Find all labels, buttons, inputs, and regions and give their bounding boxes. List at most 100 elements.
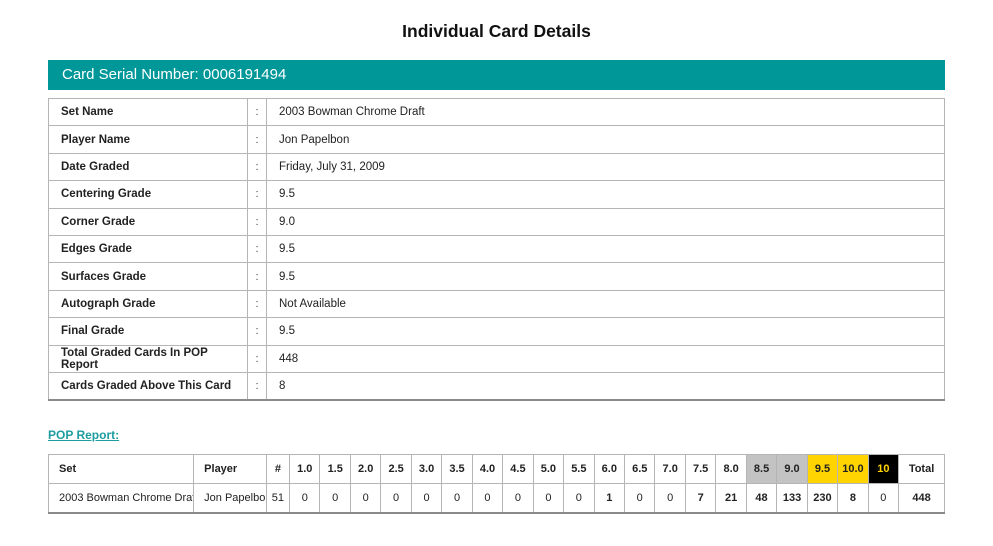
detail-separator: : bbox=[247, 262, 267, 291]
pop-report-link[interactable]: POP Report: bbox=[48, 428, 120, 443]
pop-col-grade-5-0: 5.0 bbox=[532, 454, 565, 485]
detail-value: 9.5 bbox=[266, 234, 945, 264]
detail-label: Autograph Grade bbox=[48, 289, 248, 319]
pop-grade-value: 0 bbox=[624, 483, 656, 514]
detail-row-edges-grade: Edges Grade : 9.5 bbox=[48, 234, 945, 264]
pop-grade-value: 0 bbox=[867, 483, 900, 514]
pop-col-grade-9-5: 9.5 bbox=[806, 454, 839, 485]
pop-grade-value: 0 bbox=[654, 483, 686, 514]
detail-label: Final Grade bbox=[48, 317, 248, 346]
detail-separator: : bbox=[247, 234, 267, 264]
content-area: Card Serial Number: 0006191494 Set Name … bbox=[47, 60, 945, 515]
pop-count-cell: 51 bbox=[265, 483, 291, 514]
detail-label: Date Graded bbox=[48, 152, 248, 182]
pop-col-grade-8-5: 8.5 bbox=[745, 454, 778, 485]
detail-value: 448 bbox=[266, 344, 945, 373]
pop-report-table: Set Player # 1.0 1.5 2.0 2.5 3.0 3.5 4.0… bbox=[47, 454, 945, 515]
detail-label: Edges Grade bbox=[48, 234, 248, 264]
pop-grade-value[interactable]: 230 bbox=[806, 483, 839, 514]
pop-col-total: Total bbox=[898, 454, 945, 485]
pop-player-cell: Jon Papelbon bbox=[193, 483, 267, 514]
detail-separator: : bbox=[247, 125, 267, 154]
pop-col-grade-1-0: 1.0 bbox=[289, 454, 321, 485]
detail-label: Centering Grade bbox=[48, 180, 248, 209]
detail-label: Total Graded Cards In POP Report bbox=[48, 344, 248, 373]
pop-header-row: Set Player # 1.0 1.5 2.0 2.5 3.0 3.5 4.0… bbox=[47, 454, 945, 485]
pop-col-grade-8-0: 8.0 bbox=[715, 454, 747, 485]
detail-separator: : bbox=[247, 207, 267, 236]
pop-data-row: 2003 Bowman Chrome Draft Jon Papelbon 51… bbox=[47, 483, 945, 514]
pop-col-grade-2-5: 2.5 bbox=[380, 454, 412, 485]
pop-grade-value: 0 bbox=[410, 483, 443, 514]
pop-col-set: Set bbox=[47, 454, 195, 485]
detail-value: Friday, July 31, 2009 bbox=[266, 152, 945, 182]
detail-separator: : bbox=[247, 317, 267, 346]
pop-col-grade-3-5: 3.5 bbox=[441, 454, 473, 485]
pop-col-grade-3-0: 3.0 bbox=[410, 454, 443, 485]
detail-value: 8 bbox=[266, 371, 945, 401]
detail-label: Surfaces Grade bbox=[48, 262, 248, 291]
pop-col-grade-9-0: 9.0 bbox=[776, 454, 808, 485]
detail-value: 9.5 bbox=[266, 180, 945, 209]
detail-label: Player Name bbox=[48, 125, 248, 154]
pop-grade-value[interactable]: 7 bbox=[684, 483, 717, 514]
detail-value: 9.5 bbox=[266, 317, 945, 346]
pop-grade-value: 0 bbox=[289, 483, 321, 514]
detail-row-set-name: Set Name : 2003 Bowman Chrome Draft bbox=[48, 97, 945, 127]
pop-grade-value[interactable]: 21 bbox=[715, 483, 747, 514]
pop-grade-value: 0 bbox=[563, 483, 595, 514]
detail-row-surfaces-grade: Surfaces Grade : 9.5 bbox=[48, 262, 945, 291]
detail-value: 2003 Bowman Chrome Draft bbox=[266, 97, 945, 127]
pop-col-grade-2-0: 2.0 bbox=[349, 454, 382, 485]
pop-grade-value: 0 bbox=[532, 483, 565, 514]
pop-grade-value: 0 bbox=[319, 483, 351, 514]
pop-col-grade-1-5: 1.5 bbox=[319, 454, 351, 485]
pop-col-grade-6-5: 6.5 bbox=[624, 454, 656, 485]
pop-col-grade-10-0: 10.0 bbox=[837, 454, 869, 485]
pop-grade-value: 0 bbox=[349, 483, 382, 514]
page-title: Individual Card Details bbox=[402, 21, 591, 41]
pop-grade-value: 0 bbox=[471, 483, 504, 514]
pop-grade-value[interactable]: 1 bbox=[593, 483, 626, 514]
pop-grade-value[interactable]: 48 bbox=[745, 483, 778, 514]
detail-row-total-graded: Total Graded Cards In POP Report : 448 bbox=[48, 344, 945, 373]
pop-col-grade-7-5: 7.5 bbox=[684, 454, 717, 485]
detail-row-final-grade: Final Grade : 9.5 bbox=[48, 317, 945, 346]
pop-col-count: # bbox=[265, 454, 291, 485]
card-serial-number-bar: Card Serial Number: 0006191494 bbox=[48, 60, 945, 90]
detail-row-date-graded: Date Graded : Friday, July 31, 2009 bbox=[48, 152, 945, 182]
pop-grade-value: 0 bbox=[502, 483, 534, 514]
pop-col-grade-7-0: 7.0 bbox=[654, 454, 686, 485]
detail-value: Not Available bbox=[266, 289, 945, 319]
detail-separator: : bbox=[247, 371, 267, 401]
detail-label: Cards Graded Above This Card bbox=[48, 371, 248, 401]
detail-row-player-name: Player Name : Jon Papelbon bbox=[48, 125, 945, 154]
detail-row-cards-above: Cards Graded Above This Card : 8 bbox=[48, 371, 945, 401]
pop-grade-value: 0 bbox=[441, 483, 473, 514]
detail-row-autograph-grade: Autograph Grade : Not Available bbox=[48, 289, 945, 319]
pop-set-link[interactable]: 2003 Bowman Chrome Draft bbox=[47, 483, 195, 514]
pop-grade-value: 0 bbox=[380, 483, 412, 514]
detail-separator: : bbox=[247, 152, 267, 182]
detail-row-centering-grade: Centering Grade : 9.5 bbox=[48, 180, 945, 209]
pop-col-grade-5-5: 5.5 bbox=[563, 454, 595, 485]
detail-row-corner-grade: Corner Grade : 9.0 bbox=[48, 207, 945, 236]
pop-grade-value[interactable]: 8 bbox=[837, 483, 869, 514]
pop-col-player: Player bbox=[193, 454, 267, 485]
pop-col-grade-4-0: 4.0 bbox=[471, 454, 504, 485]
detail-value: Jon Papelbon bbox=[266, 125, 945, 154]
detail-separator: : bbox=[247, 344, 267, 373]
detail-label: Set Name bbox=[48, 97, 248, 127]
card-details-table: Set Name : 2003 Bowman Chrome Draft Play… bbox=[48, 97, 945, 402]
detail-label: Corner Grade bbox=[48, 207, 248, 236]
pop-col-grade-4-5: 4.5 bbox=[502, 454, 534, 485]
detail-separator: : bbox=[247, 289, 267, 319]
pop-col-grade-6-0: 6.0 bbox=[593, 454, 626, 485]
pop-col-grade-10-black: 10 bbox=[867, 454, 900, 485]
detail-separator: : bbox=[247, 180, 267, 209]
detail-separator: : bbox=[247, 97, 267, 127]
detail-value: 9.0 bbox=[266, 207, 945, 236]
pop-grade-value[interactable]: 133 bbox=[776, 483, 808, 514]
detail-value: 9.5 bbox=[266, 262, 945, 291]
pop-total-value[interactable]: 448 bbox=[898, 483, 945, 514]
